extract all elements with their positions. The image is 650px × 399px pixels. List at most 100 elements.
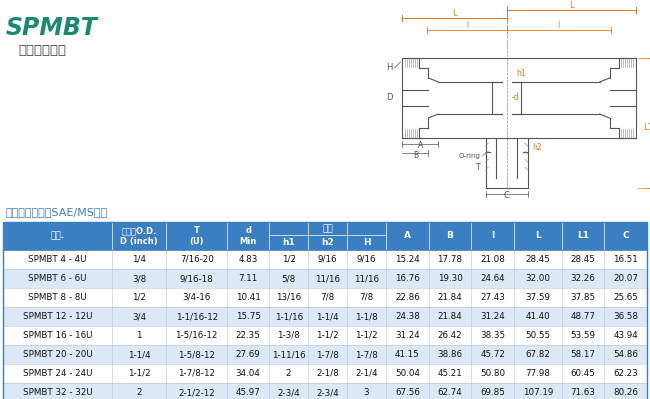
Text: 21.08: 21.08 xyxy=(480,255,505,264)
Text: C: C xyxy=(504,192,510,201)
Bar xyxy=(3,250,647,269)
Text: T
(U): T (U) xyxy=(189,226,204,246)
Text: 62.74: 62.74 xyxy=(437,388,462,397)
Bar xyxy=(3,222,647,399)
Text: 宽度: 宽度 xyxy=(322,224,333,233)
Text: 21.84: 21.84 xyxy=(437,312,462,321)
Text: 31.24: 31.24 xyxy=(395,331,420,340)
Text: 9/16: 9/16 xyxy=(357,255,376,264)
Text: A: A xyxy=(418,142,423,150)
Text: 1/4: 1/4 xyxy=(132,255,146,264)
Text: 1-5/16-12: 1-5/16-12 xyxy=(176,331,218,340)
Text: I: I xyxy=(491,231,494,241)
Text: 1-1/16-12: 1-1/16-12 xyxy=(176,312,218,321)
Text: h1: h1 xyxy=(517,69,526,79)
Text: 19.30: 19.30 xyxy=(437,274,462,283)
Text: C: C xyxy=(622,231,629,241)
Text: h1: h1 xyxy=(282,238,295,247)
Text: 45.21: 45.21 xyxy=(437,369,462,378)
Text: 1/2: 1/2 xyxy=(281,255,296,264)
Text: 20.07: 20.07 xyxy=(613,274,638,283)
Text: 2: 2 xyxy=(136,388,142,397)
Text: SPMBT 24 - 24U: SPMBT 24 - 24U xyxy=(23,369,92,378)
Text: 7/8: 7/8 xyxy=(320,293,335,302)
Text: 24.64: 24.64 xyxy=(480,274,505,283)
Text: 管外径O.D.
D (inch): 管外径O.D. D (inch) xyxy=(120,226,158,246)
Text: L1: L1 xyxy=(644,124,650,132)
Text: 1-5/8-12: 1-5/8-12 xyxy=(178,350,215,359)
Text: SPMBT 20 - 20U: SPMBT 20 - 20U xyxy=(23,350,92,359)
Text: SPMBT 16 - 16U: SPMBT 16 - 16U xyxy=(23,331,92,340)
Text: 67.82: 67.82 xyxy=(525,350,551,359)
Text: 22.35: 22.35 xyxy=(236,331,261,340)
Text: 3: 3 xyxy=(364,388,369,397)
Text: 15.24: 15.24 xyxy=(395,255,420,264)
Text: SPMBT: SPMBT xyxy=(6,16,98,40)
Text: 27.43: 27.43 xyxy=(480,293,505,302)
Text: 28.45: 28.45 xyxy=(525,255,551,264)
Bar xyxy=(3,307,647,326)
Text: 38.35: 38.35 xyxy=(480,331,505,340)
Bar xyxy=(3,326,647,345)
Text: 1-1/4: 1-1/4 xyxy=(317,312,339,321)
Text: 1-3/8: 1-3/8 xyxy=(277,331,300,340)
Text: 卡套螺纹三通: 卡套螺纹三通 xyxy=(18,43,66,57)
Text: 1-7/8-12: 1-7/8-12 xyxy=(178,369,215,378)
Text: 67.56: 67.56 xyxy=(395,388,420,397)
Text: 37.85: 37.85 xyxy=(571,293,595,302)
Text: 连接英制管道和SAE/MS螺纹: 连接英制管道和SAE/MS螺纹 xyxy=(5,207,107,217)
Text: 21.84: 21.84 xyxy=(437,293,462,302)
Text: L: L xyxy=(452,8,457,18)
Text: 11/16: 11/16 xyxy=(354,274,379,283)
Text: 25.65: 25.65 xyxy=(613,293,638,302)
Text: 45.72: 45.72 xyxy=(480,350,505,359)
Text: 3/4-16: 3/4-16 xyxy=(183,293,211,302)
Text: 11/16: 11/16 xyxy=(315,274,340,283)
Text: 50.55: 50.55 xyxy=(525,331,551,340)
Text: SPMBT 6 - 6U: SPMBT 6 - 6U xyxy=(28,274,86,283)
Text: 2-1/4: 2-1/4 xyxy=(355,369,378,378)
Text: 41.15: 41.15 xyxy=(395,350,420,359)
Text: H: H xyxy=(363,238,370,247)
Text: 7/16-20: 7/16-20 xyxy=(180,255,214,264)
Text: 3/4: 3/4 xyxy=(132,312,146,321)
Text: A: A xyxy=(404,231,411,241)
Text: 43.94: 43.94 xyxy=(614,331,638,340)
Text: 31.24: 31.24 xyxy=(480,312,505,321)
Text: D: D xyxy=(386,93,393,103)
Text: 型号.: 型号. xyxy=(50,231,64,241)
Text: I: I xyxy=(558,20,560,30)
Text: H: H xyxy=(386,63,393,73)
Text: 27.69: 27.69 xyxy=(236,350,261,359)
Text: 10.41: 10.41 xyxy=(236,293,261,302)
Text: 1-1/2: 1-1/2 xyxy=(355,331,378,340)
Bar xyxy=(3,345,647,364)
Text: 26.42: 26.42 xyxy=(437,331,462,340)
Text: L: L xyxy=(535,231,541,241)
Text: 17.78: 17.78 xyxy=(437,255,463,264)
Text: B: B xyxy=(413,150,418,160)
Text: 62.23: 62.23 xyxy=(614,369,638,378)
Text: 3/8: 3/8 xyxy=(132,274,146,283)
Text: B: B xyxy=(447,231,454,241)
Text: 107.19: 107.19 xyxy=(523,388,553,397)
Text: 1-7/8: 1-7/8 xyxy=(355,350,378,359)
Text: 9/16: 9/16 xyxy=(318,255,337,264)
Text: 2-3/4: 2-3/4 xyxy=(316,388,339,397)
Text: d
Min: d Min xyxy=(240,226,257,246)
Text: 15.75: 15.75 xyxy=(236,312,261,321)
Text: SPMBT 32 - 32U: SPMBT 32 - 32U xyxy=(23,388,92,397)
Text: 37.59: 37.59 xyxy=(525,293,551,302)
Text: 54.86: 54.86 xyxy=(613,350,638,359)
Text: 80.26: 80.26 xyxy=(613,388,638,397)
Text: 1/2: 1/2 xyxy=(132,293,146,302)
Text: 58.17: 58.17 xyxy=(571,350,595,359)
Bar xyxy=(3,364,647,383)
Text: 1-1/2: 1-1/2 xyxy=(317,331,339,340)
Text: SPMBT 4 - 4U: SPMBT 4 - 4U xyxy=(28,255,86,264)
Text: 53.59: 53.59 xyxy=(571,331,595,340)
Text: 1-1/2: 1-1/2 xyxy=(127,369,150,378)
Bar xyxy=(3,222,647,250)
Text: 38.86: 38.86 xyxy=(437,350,463,359)
Text: 34.04: 34.04 xyxy=(236,369,261,378)
